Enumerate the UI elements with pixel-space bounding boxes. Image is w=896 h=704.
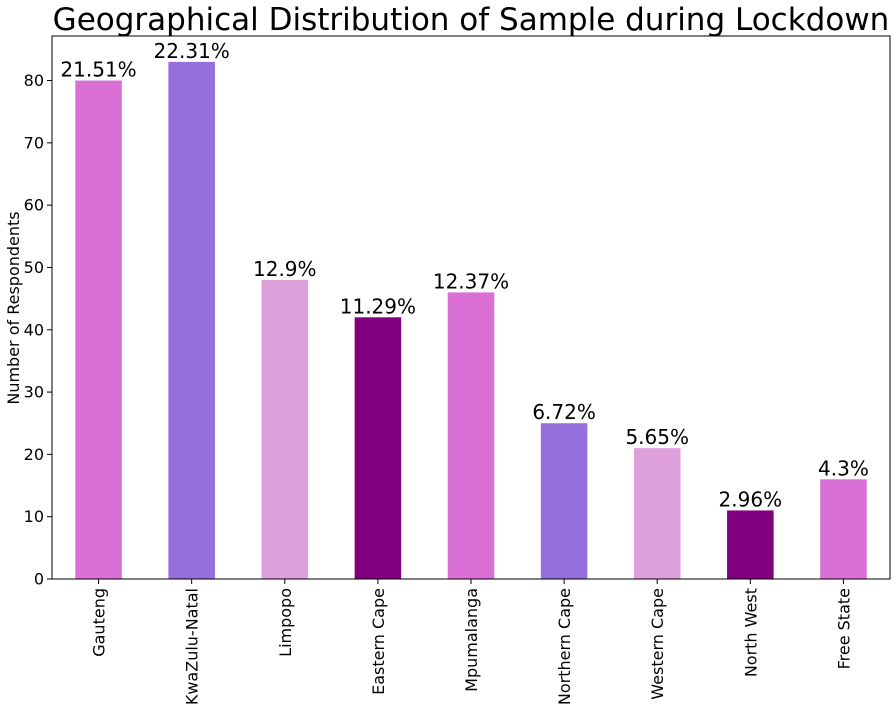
- plot-frame: [51, 35, 891, 580]
- y-tick-label: 60: [24, 196, 44, 215]
- data-label: 22.31%: [154, 39, 230, 63]
- x-tick-label: Free State: [834, 588, 853, 669]
- bar: [168, 61, 215, 580]
- x-tick-label: Mpumalanga: [462, 588, 481, 692]
- y-tick-label: 20: [24, 445, 44, 464]
- bar: [820, 479, 867, 579]
- x-tick-label: Eastern Cape: [369, 588, 388, 695]
- y-axis-label: Number of Respondents: [4, 211, 23, 404]
- x-tick-label: Northern Cape: [555, 588, 574, 704]
- data-label: 4.3%: [818, 456, 869, 480]
- data-label: 12.37%: [433, 269, 509, 293]
- x-axis-ticks: Gauteng KwaZulu-Natal Limpopo Eastern Cape M…: [90, 579, 853, 704]
- chart-title: Geographical Distribution of Sample duri…: [53, 2, 890, 38]
- y-tick-label: 0: [34, 570, 44, 589]
- bar: [633, 448, 681, 579]
- x-tick-label: Gauteng: [90, 588, 109, 657]
- bar: [75, 80, 122, 579]
- data-label: 12.9%: [253, 257, 317, 281]
- y-tick-label: 30: [24, 383, 44, 402]
- data-label: 21.51%: [60, 58, 136, 82]
- bar: [354, 317, 402, 579]
- y-tick-label: 70: [24, 133, 44, 152]
- y-axis-ticks: 0 10 20 30 40 50 60 70 80: [24, 71, 52, 589]
- y-tick-label: 50: [24, 258, 44, 277]
- x-tick-label: North West: [741, 588, 760, 677]
- x-tick-label: Western Cape: [648, 588, 667, 700]
- x-tick-label: KwaZulu-Natal: [183, 588, 202, 704]
- data-label: 5.65%: [625, 425, 689, 449]
- y-tick-label: 10: [24, 507, 44, 526]
- data-label: 6.72%: [532, 400, 596, 424]
- y-tick-label: 80: [24, 71, 44, 90]
- bar: [727, 510, 774, 579]
- y-tick-label: 40: [24, 320, 44, 339]
- bar: [540, 423, 588, 579]
- data-label: 11.29%: [340, 294, 416, 318]
- x-tick-label: Limpopo: [276, 588, 295, 657]
- bar: [447, 292, 495, 579]
- bar: [261, 279, 309, 579]
- bars-group: 21.51% 22.31% 12.9% 11.29% 12.37% 6.72% 5.65% 2…: [60, 39, 869, 580]
- data-label: 2.96%: [719, 487, 783, 511]
